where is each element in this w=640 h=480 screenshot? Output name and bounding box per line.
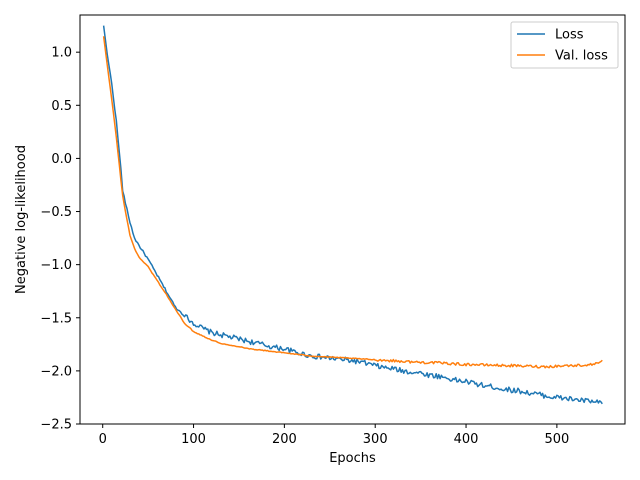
y-tick-label: −1.5 (40, 311, 72, 326)
axes-frame (79, 14, 626, 425)
legend-label-loss: Loss (555, 28, 584, 43)
x-tick-label: 300 (363, 432, 388, 447)
series-line-val-loss (102, 36, 603, 369)
y-axis-ticks: 1.0 0.5 0.0 −0.5 −1.0 −1.5 −2.0 −2.5 (40, 46, 80, 433)
y-tick-label: 0.0 (51, 152, 72, 167)
y-tick-label: −2.0 (40, 364, 72, 379)
y-tick-label: −2.5 (40, 418, 72, 433)
y-axis-label: Negative log-likelihood (14, 145, 29, 294)
x-tick-label: 200 (272, 432, 297, 447)
x-tick-label: 500 (544, 432, 569, 447)
legend-label-val-loss: Val. loss (555, 49, 608, 64)
y-tick-label: 0.5 (51, 99, 72, 114)
y-tick-label: −0.5 (40, 205, 72, 220)
legend: Loss Val. loss (510, 21, 619, 69)
x-tick-label: 0 (99, 432, 107, 447)
x-tick-label: 400 (454, 432, 479, 447)
x-axis-label: Epochs (329, 451, 376, 466)
y-tick-label: 1.0 (51, 46, 72, 61)
y-tick-label: −1.0 (40, 258, 72, 273)
plot-area (102, 25, 603, 405)
x-axis-ticks: 0 100 200 300 400 500 (99, 424, 569, 447)
x-tick-label: 100 (181, 432, 206, 447)
series-line-loss (102, 25, 603, 405)
